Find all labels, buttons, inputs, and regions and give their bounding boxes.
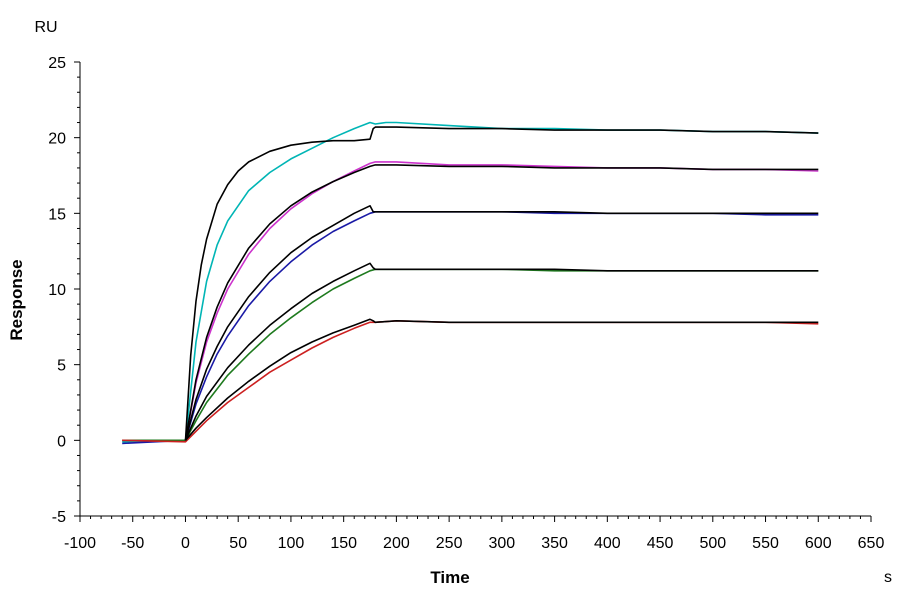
x-unit-label: s xyxy=(884,569,892,586)
x-axis-ticks: -100 -50 0 50 100 150 200 250 300 350 400 450 500 550… xyxy=(64,516,884,552)
y-unit-label: RU xyxy=(34,19,57,36)
response-curve-1 xyxy=(122,121,819,443)
x-tick-label: 200 xyxy=(383,535,410,552)
fit-curves xyxy=(184,126,819,441)
fit-curve-5 xyxy=(184,318,819,441)
y-tick-label: 5 xyxy=(57,358,66,375)
x-tick-label: 150 xyxy=(330,535,357,552)
y-tick-label: 0 xyxy=(57,433,66,450)
axes xyxy=(79,62,871,517)
fit-curve-4 xyxy=(184,262,819,441)
x-tick-label: -100 xyxy=(64,535,96,552)
x-tick-label: 600 xyxy=(805,535,832,552)
y-tick-label: 20 xyxy=(48,131,66,148)
y-axis-title: Response xyxy=(7,259,26,340)
x-tick-label: 50 xyxy=(229,535,247,552)
x-tick-label: 400 xyxy=(594,535,621,552)
x-tick-label: 250 xyxy=(436,535,463,552)
x-tick-label: 100 xyxy=(278,535,305,552)
y-axis-ticks: -5 0 5 10 15 20 25 xyxy=(48,55,80,526)
x-tick-label: 0 xyxy=(181,535,190,552)
fit-curve-2 xyxy=(184,164,819,441)
x-tick-label: -50 xyxy=(121,535,144,552)
y-tick-label: 10 xyxy=(48,282,66,299)
x-tick-label: 300 xyxy=(489,535,516,552)
x-tick-label: 350 xyxy=(541,535,568,552)
x-tick-label: 650 xyxy=(858,535,885,552)
y-tick-label: 15 xyxy=(48,206,66,223)
y-tick-label: -5 xyxy=(52,509,66,526)
fit-curve-3 xyxy=(184,205,819,441)
x-tick-label: 450 xyxy=(647,535,674,552)
data-series xyxy=(122,121,819,445)
y-tick-label: 25 xyxy=(48,55,66,72)
fit-curve-1 xyxy=(184,126,819,441)
x-axis-title: Time xyxy=(430,568,469,587)
response-curve-4 xyxy=(122,268,819,442)
x-tick-label: 550 xyxy=(752,535,779,552)
x-tick-label: 500 xyxy=(699,535,726,552)
